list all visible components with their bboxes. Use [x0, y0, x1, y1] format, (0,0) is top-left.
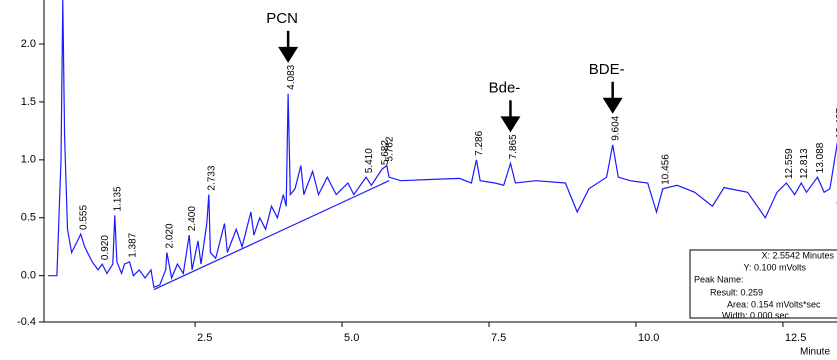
peak-label: 4.083	[286, 64, 297, 89]
y-tick-label: 0.5	[21, 212, 36, 224]
info-result: Result: 0.259	[710, 287, 763, 297]
info-peak-name: Peak Name:	[694, 274, 744, 284]
peak-label: 12.559	[784, 148, 795, 179]
trace	[153, 180, 390, 291]
info-x: X: 2.5542 Minutes	[761, 250, 834, 260]
peak-label: 10.456	[660, 154, 671, 185]
peak-label: 2.733	[206, 165, 217, 190]
x-tick-label: 7.5	[491, 332, 506, 344]
peak-label: 5.762	[384, 136, 395, 161]
arrow-head	[602, 97, 623, 114]
arrow-head	[278, 46, 299, 63]
info-y: Y: 0.100 mVolts	[743, 262, 806, 272]
trace	[48, 0, 837, 289]
peak-label: 0.555	[78, 205, 89, 230]
x-axis-label: Minute	[800, 347, 830, 358]
peak-label: 7.865	[508, 134, 519, 159]
peak-label: 7.286	[474, 130, 485, 155]
x-tick-label: 2.5	[197, 332, 212, 344]
peak-label: 1.387	[127, 232, 138, 257]
x-tick-label: 10.0	[638, 332, 659, 344]
y-tick-label: -0.4	[17, 316, 36, 328]
x-tick-label: 12.5	[785, 332, 806, 344]
peak-label: 9.604	[610, 115, 621, 140]
peak-label: 5.410	[364, 148, 375, 173]
peak-label: 13.088	[815, 142, 826, 173]
annotation: BDE-	[589, 61, 625, 78]
info-box: X: 2.5542 Minutes Y: 0.100 mVolts Peak N…	[689, 249, 837, 320]
info-area: Area: 0.154 mVolts*sec	[727, 299, 821, 309]
y-tick-label: 1.0	[21, 154, 36, 166]
y-tick-label: 0.0	[21, 270, 36, 282]
peak-label: 0.920	[100, 235, 111, 260]
peak-label: 5.682	[380, 140, 391, 165]
y-tick-label: 1.5	[21, 96, 36, 108]
peak-label: 13.427	[835, 107, 837, 138]
info-width: Width: 0.000 sec	[722, 310, 790, 320]
x-tick-label: 5.0	[344, 332, 359, 344]
peak-label: 1.135	[112, 186, 123, 211]
annotation: Bde-	[489, 79, 521, 96]
peak-label: 2.400	[187, 206, 198, 231]
peak-label: 12.813	[799, 148, 810, 179]
info-frame	[689, 249, 837, 319]
peak-label: 2.020	[164, 223, 175, 248]
y-tick-label: 2.0	[21, 38, 36, 50]
arrow-head	[500, 116, 521, 133]
annotation: PCN	[266, 10, 298, 27]
